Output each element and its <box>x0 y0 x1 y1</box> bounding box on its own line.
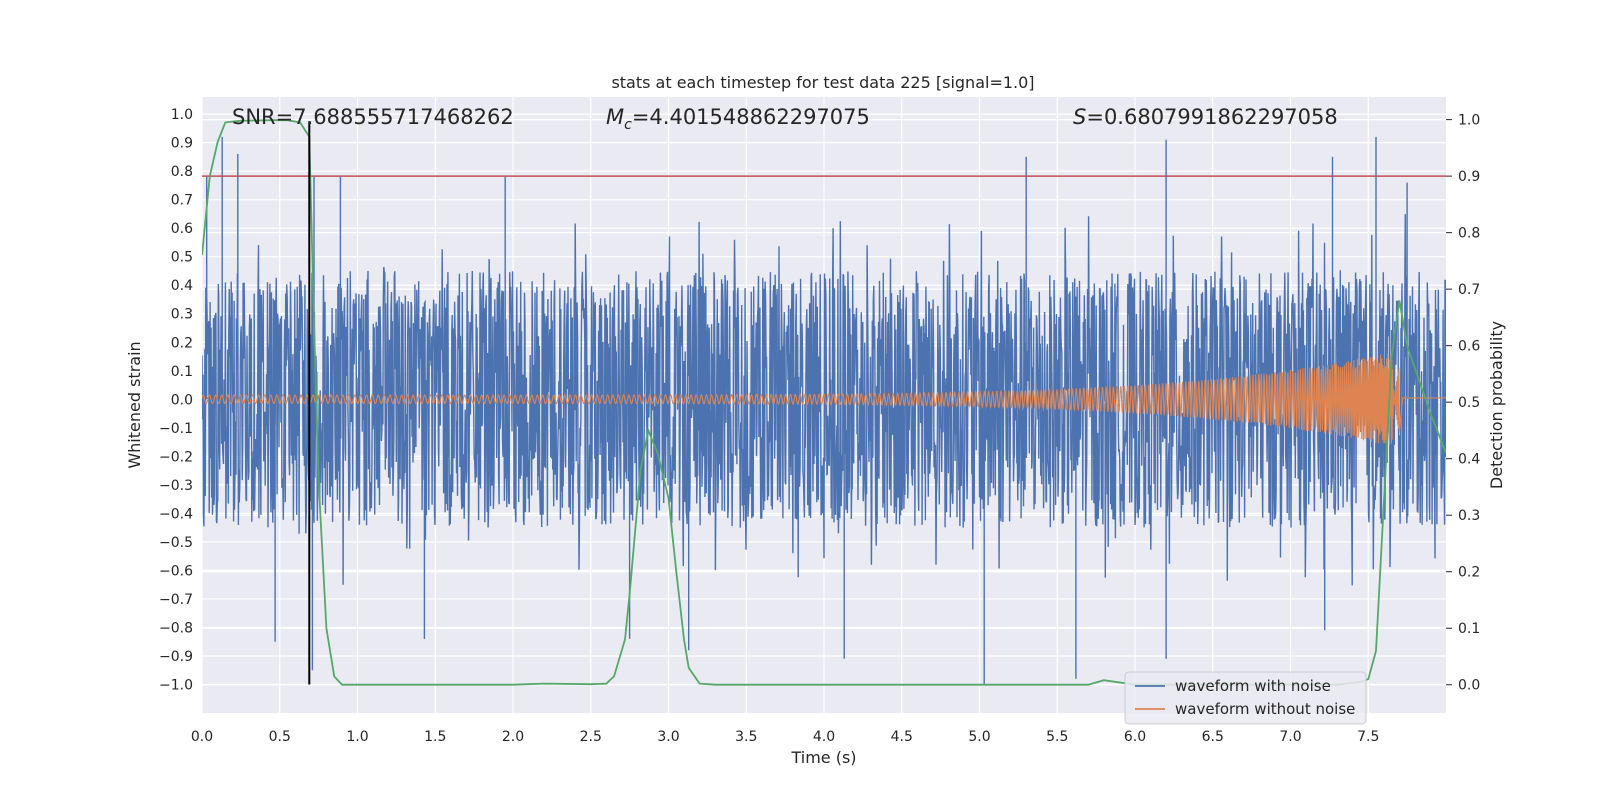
x-tick-label: 0.0 <box>191 729 213 745</box>
x-tick-label: 5.5 <box>1046 729 1068 745</box>
series-detection-probability <box>202 119 1446 686</box>
y-axis-right-ticks: 1.0 0.9 0.8 0.7 0.6 0.5 0.4 0.3 0.2 0.1 0.0 <box>1446 113 1480 694</box>
y-right-tick-label: 0.9 <box>1458 169 1480 185</box>
series-layer <box>202 119 1446 686</box>
y-left-tick-label: 0.2 <box>171 335 193 351</box>
x-tick-label: 2.0 <box>502 729 524 745</box>
x-tick-label: 0.5 <box>269 729 291 745</box>
y-left-tick-label: 0.4 <box>171 278 193 294</box>
y-right-tick-label: 0.0 <box>1458 678 1480 694</box>
y-axis-left-label: Whitened strain <box>125 341 144 468</box>
x-tick-label: 6.5 <box>1202 729 1224 745</box>
y-left-tick-label: −0.3 <box>159 478 193 494</box>
legend-box <box>1124 671 1367 725</box>
x-tick-label: 2.5 <box>580 729 602 745</box>
y-right-tick-label: 0.7 <box>1458 282 1480 298</box>
y-left-tick-label: 1.0 <box>171 107 193 123</box>
x-tick-label: 3.0 <box>657 729 679 745</box>
x-tick-label: 4.0 <box>813 729 835 745</box>
x-axis-ticks: 0.0 0.5 1.0 1.5 2.0 2.5 3.0 3.5 4.0 4.5 5.0 5.5 6.0 6… <box>191 729 1380 745</box>
y-left-tick-label: 0.6 <box>171 221 193 237</box>
annotation-s-symbol: S <box>1073 105 1086 129</box>
series-waveform-without-noise <box>202 352 1446 446</box>
x-axis-label: Time (s) <box>790 748 856 767</box>
y-left-tick-label: 0.8 <box>171 164 193 180</box>
y-left-tick-label: −0.7 <box>159 592 193 608</box>
legend: waveform with noise waveform without noi… <box>1124 671 1367 725</box>
y-left-tick-label: 0.9 <box>171 136 193 152</box>
y-left-tick-label: −0.4 <box>159 506 193 522</box>
x-tick-label: 5.0 <box>968 729 990 745</box>
y-right-tick-label: 0.2 <box>1458 565 1480 581</box>
y-left-tick-label: −0.6 <box>159 563 193 579</box>
annotation-snr: SNR=7.688555717468262 <box>232 105 514 129</box>
y-right-tick-label: 0.6 <box>1458 339 1480 355</box>
annotation-mc-symbol: M <box>606 105 624 129</box>
y-right-tick-label: 0.5 <box>1458 395 1480 411</box>
y-left-tick-label: −0.8 <box>159 620 193 636</box>
y-left-tick-label: 0.0 <box>171 392 193 408</box>
y-axis-right-label: Detection probability <box>1487 321 1506 489</box>
x-tick-label: 1.5 <box>424 729 446 745</box>
y-left-tick-label: −0.9 <box>159 649 193 665</box>
legend-label-waveform-without-noise: waveform without noise <box>1175 700 1355 718</box>
y-right-tick-label: 0.3 <box>1458 508 1480 524</box>
x-tick-label: 6.0 <box>1124 729 1146 745</box>
y-left-tick-label: 0.7 <box>171 193 193 209</box>
y-left-tick-label: −0.5 <box>159 535 193 551</box>
annotation-mc-value: =4.401548862297075 <box>632 105 870 129</box>
y-left-tick-label: 0.1 <box>171 364 193 380</box>
annotation-mc-subscript: c <box>624 117 632 133</box>
x-tick-label: 4.5 <box>891 729 913 745</box>
annotation-s-value: =0.6807991862297058 <box>1086 105 1337 129</box>
annotation-s: S=0.6807991862297058 <box>1073 105 1338 129</box>
annotation-chirp-mass: Mc=4.401548862297075 <box>606 105 870 133</box>
x-tick-label: 3.5 <box>735 729 757 745</box>
y-right-tick-label: 0.1 <box>1458 621 1480 637</box>
y-right-tick-label: 0.8 <box>1458 226 1480 242</box>
chart-title: stats at each timestep for test data 225… <box>611 73 1034 92</box>
legend-label-waveform-with-noise: waveform with noise <box>1175 677 1331 695</box>
y-left-tick-label: 0.3 <box>171 307 193 323</box>
y-left-tick-label: −1.0 <box>159 677 193 693</box>
y-axis-left-ticks: 1.0 0.9 0.8 0.7 0.6 0.5 0.4 0.3 0.2 0.1 0.0 −0.1 −0.… <box>159 107 193 693</box>
y-left-tick-label: −0.1 <box>159 421 193 437</box>
y-right-tick-label: 0.4 <box>1458 452 1480 468</box>
y-left-tick-label: −0.2 <box>159 449 193 465</box>
x-tick-label: 1.0 <box>346 729 368 745</box>
y-left-tick-label: 0.5 <box>171 250 193 266</box>
x-tick-label: 7.5 <box>1357 729 1379 745</box>
x-tick-label: 7.0 <box>1279 729 1301 745</box>
y-right-tick-label: 1.0 <box>1458 113 1480 129</box>
